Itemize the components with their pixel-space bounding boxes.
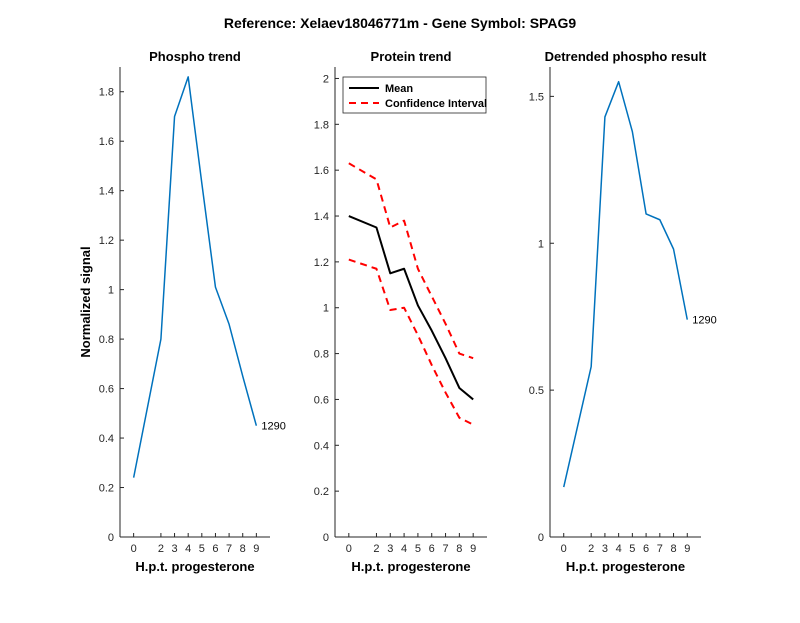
legend-label-mean: Mean [385,83,413,95]
panel-title: Detrended phospho result [545,49,707,64]
x-tick-label: 9 [470,543,476,555]
y-tick-label: 1.8 [314,119,329,131]
x-tick-label: 3 [602,543,608,555]
panel-title: Protein trend [371,49,452,64]
x-tick-label: 8 [240,543,246,555]
x-tick-label: 4 [616,543,622,555]
y-tick-label: 0.8 [99,334,114,346]
y-tick-label: 1.2 [314,257,329,269]
y-tick-label: 1 [323,303,329,315]
x-tick-label: 0 [346,543,352,555]
legend: Mean Confidence Interval [343,77,487,113]
legend-label-ci: Confidence Interval [385,98,487,110]
x-tick-label: 8 [670,543,676,555]
y-tick-label: 0.8 [314,349,329,361]
x-tick-label: 7 [442,543,448,555]
x-tick-label: 4 [185,543,191,555]
y-tick-label: 1 [108,285,114,297]
y-tick-label: 0 [108,532,114,544]
series-annotation: 1290 [692,315,716,327]
y-axis-label: Normalized signal [78,246,93,357]
x-tick-label: 6 [212,543,218,555]
x-axis-label: H.p.t. progesterone [135,559,254,574]
x-tick-label: 2 [588,543,594,555]
x-tick-label: 0 [131,543,137,555]
y-tick-label: 0.4 [99,433,114,445]
x-tick-label: 3 [387,543,393,555]
series-line-phospho [134,77,257,478]
x-tick-label: 2 [158,543,164,555]
y-tick-label: 2 [323,73,329,85]
y-tick-label: 0.6 [99,384,114,396]
x-tick-label: 5 [199,543,205,555]
x-tick-label: 5 [415,543,421,555]
y-tick-label: 0.4 [314,440,329,452]
y-tick-label: 1.6 [314,165,329,177]
y-tick-label: 0.5 [529,385,544,397]
y-tick-label: 0.2 [99,483,114,495]
y-tick-label: 1.4 [99,186,114,198]
x-axis-label: H.p.t. progesterone [351,559,470,574]
y-tick-label: 1.8 [99,87,114,99]
y-tick-label: 1.4 [314,211,329,223]
x-tick-label: 9 [684,543,690,555]
x-tick-label: 3 [171,543,177,555]
y-tick-label: 0 [323,532,329,544]
x-tick-label: 9 [253,543,259,555]
y-tick-label: 0 [538,532,544,544]
x-axis-label: H.p.t. progesterone [566,559,685,574]
y-tick-label: 0.2 [314,486,329,498]
series-line-detrended [564,82,688,487]
x-tick-label: 2 [373,543,379,555]
x-tick-label: 5 [629,543,635,555]
y-tick-label: 1.6 [99,136,114,148]
figure-suptitle: Reference: Xelaev18046771m - Gene Symbol… [224,15,576,31]
panel-title: Phospho trend [149,49,241,64]
x-tick-label: 7 [226,543,232,555]
y-tick-label: 1 [538,238,544,250]
series-line-confidence-interval-upper [349,163,473,358]
x-tick-label: 6 [643,543,649,555]
x-tick-label: 4 [401,543,407,555]
x-tick-label: 0 [561,543,567,555]
y-tick-label: 1.5 [529,91,544,103]
x-tick-label: 8 [456,543,462,555]
x-tick-label: 6 [429,543,435,555]
series-annotation: 1290 [261,421,285,433]
y-tick-label: 0.6 [314,394,329,406]
x-tick-label: 7 [657,543,663,555]
y-tick-label: 1.2 [99,235,114,247]
